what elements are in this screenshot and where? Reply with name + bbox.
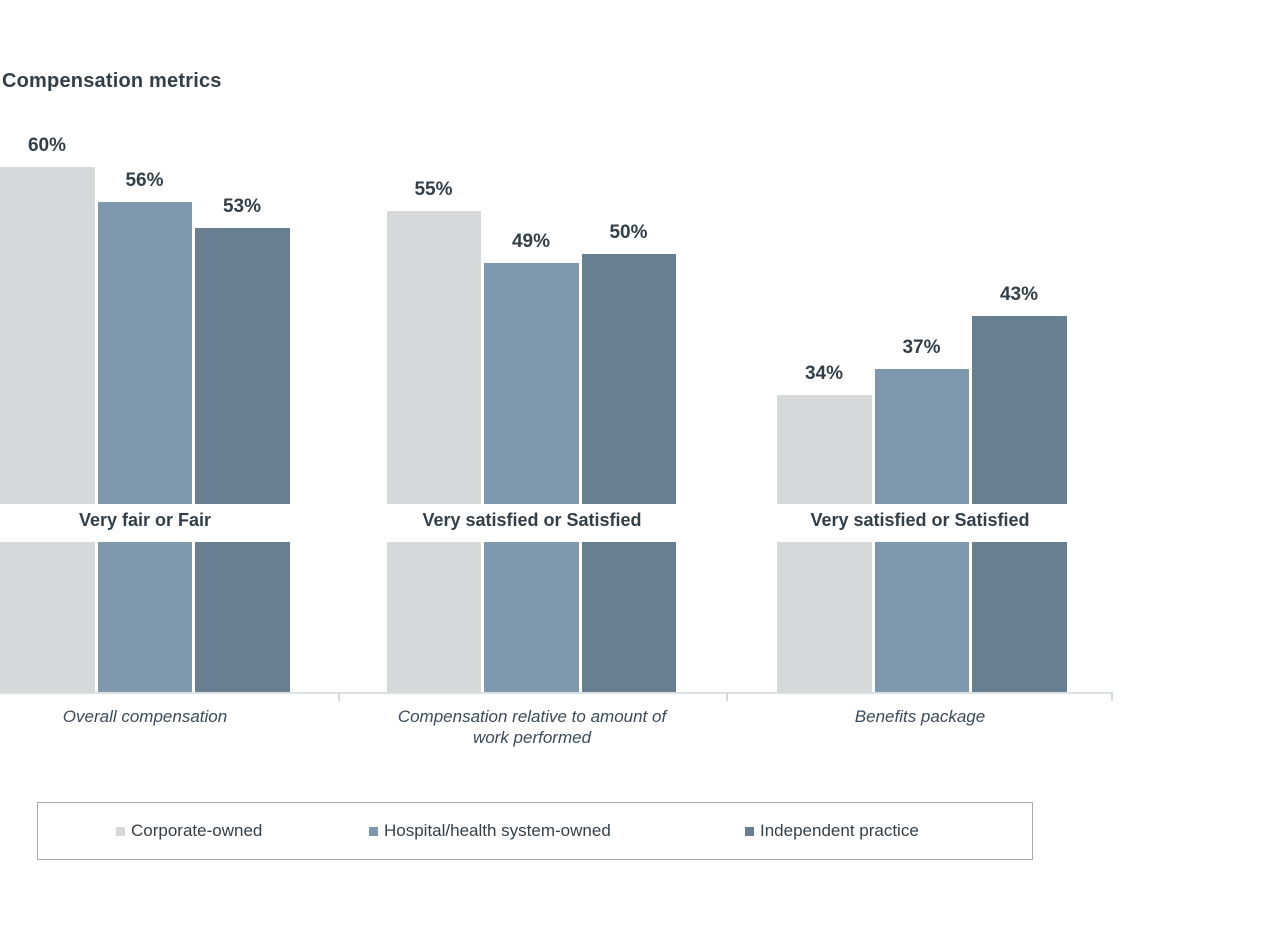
- legend-label: Hospital/health system-owned: [384, 821, 611, 840]
- bar-segment: [195, 228, 290, 693]
- bar-segment: [0, 167, 95, 693]
- legend-label: Independent practice: [760, 821, 919, 840]
- bar-value-label: 37%: [902, 337, 941, 358]
- category-label: Compensation relative to amount of work …: [397, 707, 667, 747]
- bar-value-label: 43%: [999, 284, 1039, 305]
- category-label: Overall compensation: [62, 707, 228, 726]
- legend-item: Independent practice: [745, 803, 919, 859]
- bar-value-label: 49%: [511, 231, 551, 252]
- bar-segment: [484, 263, 579, 693]
- bar-segment: [581, 254, 676, 693]
- group-sublabel: Very satisfied or Satisfied: [422, 510, 642, 530]
- legend-item: Corporate-owned: [116, 803, 262, 859]
- category-label: Benefits package: [854, 707, 986, 726]
- x-axis-line: [0, 692, 1113, 694]
- bar-value-label: 50%: [609, 222, 648, 243]
- group-sublabel: Very satisfied or Satisfied: [810, 510, 1030, 530]
- legend-label: Corporate-owned: [131, 821, 263, 840]
- bar-segment: [97, 202, 192, 693]
- bar-value-label: 34%: [804, 363, 844, 384]
- bar-value-label: 55%: [414, 179, 453, 200]
- legend-swatch-icon: [116, 826, 125, 836]
- legend-swatch-icon: [369, 826, 378, 836]
- bar-value-label: 60%: [27, 135, 67, 156]
- axis-tick: [1111, 692, 1113, 701]
- chart-title: Compensation metrics: [2, 70, 222, 92]
- group-sublabel-band: Very fair or Fair Very satisfied or Satis…: [0, 504, 1120, 542]
- legend-swatch-icon: [745, 826, 754, 836]
- bar-value-label: 56%: [125, 170, 164, 191]
- bar-segment: [386, 211, 481, 693]
- legend-item: Hospital/health system-owned: [369, 803, 611, 859]
- axis-tick: [726, 692, 728, 701]
- bar-value-label: 53%: [222, 196, 262, 217]
- group-sublabel: Very fair or Fair: [78, 510, 212, 530]
- legend-box: Corporate-owned Hospital/health system-ow…: [37, 802, 1033, 860]
- axis-tick: [338, 692, 340, 701]
- bar-segment: [777, 395, 872, 693]
